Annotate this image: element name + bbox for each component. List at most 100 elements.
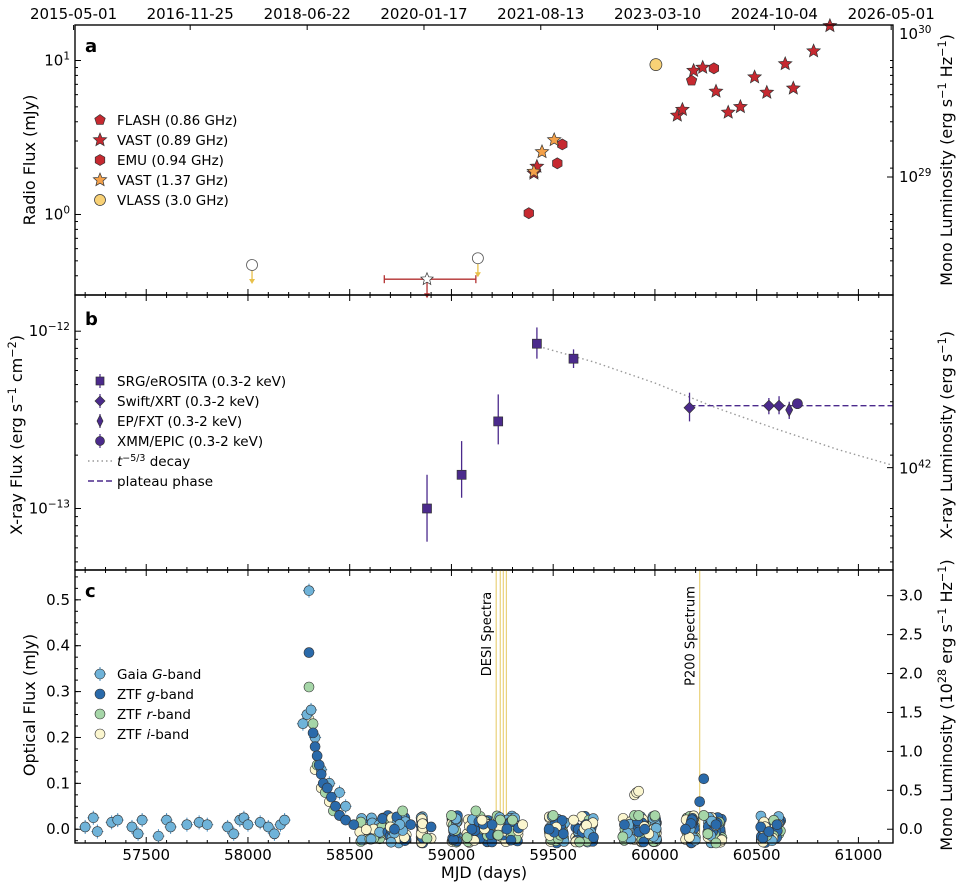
legend-label: VLASS (3.0 GHz)	[117, 193, 229, 209]
radio-point	[552, 157, 563, 170]
optical-point	[303, 647, 315, 658]
optical-cluster-point	[365, 833, 377, 845]
optical-point	[507, 814, 518, 826]
legend-marker	[94, 708, 106, 720]
upper-limit-arrowhead	[249, 278, 256, 284]
panel-b-right-label: X-ray Luminosity (erg s−1)	[936, 331, 957, 539]
radio-point	[806, 43, 822, 58]
right-tick-label: 2.5	[899, 626, 923, 644]
y-tick-label: 0.2	[46, 728, 70, 746]
optical-point	[397, 805, 408, 817]
optical-point	[694, 796, 705, 808]
panel-c-y-label: Optical Flux (mJy)	[20, 634, 39, 776]
y-tick-label: 0.4	[46, 637, 70, 655]
right-tick-label: 1042	[899, 459, 931, 478]
legend-marker	[94, 194, 106, 206]
optical-point	[425, 821, 437, 833]
optical-point	[307, 718, 319, 730]
x-axis-label: MJD (days)	[441, 863, 527, 882]
right-tick-label: 0.0	[899, 820, 923, 838]
optical-point	[112, 814, 124, 826]
legend-label: Swift/XRT (0.3-2 keV)	[117, 394, 260, 410]
top-axis-tick-label: 2023-03-10	[614, 5, 701, 23]
radio-point	[695, 59, 711, 74]
legend-marker	[94, 395, 106, 407]
optical-point	[322, 782, 333, 794]
panel-c-letter: c	[85, 581, 96, 602]
y-tick-label: 101	[44, 50, 70, 69]
panel-b-y-label: X-ray Flux (erg s−1 cm−2)	[6, 335, 27, 535]
x-tick-label: 58500	[326, 846, 374, 864]
xray-point	[422, 503, 432, 514]
radio-point	[534, 143, 550, 159]
optical-point	[405, 819, 417, 830]
optical-point	[88, 812, 99, 824]
optical-point	[303, 681, 315, 693]
xray-point	[532, 338, 542, 349]
x-tick-label: 59000	[428, 846, 476, 864]
optical-point	[558, 828, 569, 840]
y-tick-label: 0.5	[46, 591, 70, 609]
legend-label: VAST (1.37 GHz)	[117, 173, 228, 189]
x-tick-label: 61000	[835, 846, 883, 864]
spectrum-annotation: P200 Spectrum	[684, 586, 699, 686]
optical-cluster-point	[448, 823, 459, 835]
optical-point	[334, 787, 345, 798]
legend-marker	[92, 132, 108, 147]
optical-cluster-point	[556, 815, 568, 826]
radio-point	[546, 131, 562, 147]
radio-point	[708, 62, 720, 75]
optical-point	[476, 814, 488, 826]
optical-point	[348, 819, 360, 830]
legend-label: FLASH (0.86 GHz)	[117, 113, 237, 129]
top-axis-tick-label: 2021-08-13	[497, 5, 584, 23]
optical-point	[311, 750, 323, 762]
optical-point	[165, 821, 176, 833]
optical-point	[313, 759, 325, 771]
optical-point	[228, 828, 240, 840]
top-axis-tick-label: 2024-10-04	[731, 5, 818, 23]
panel-c-right-label: Mono Luminosity (1028 erg s−1 Hz−1)	[936, 559, 957, 850]
radio-point	[557, 138, 568, 151]
legend-marker	[94, 728, 106, 740]
x-tick-label: 60500	[733, 846, 781, 864]
right-tick-label: 1.0	[899, 742, 923, 760]
radio-point	[785, 80, 801, 95]
optical-point	[446, 810, 457, 821]
legend-marker	[94, 114, 106, 125]
legend-label: t−5/3 decay	[117, 453, 190, 471]
optical-point	[633, 785, 644, 797]
optical-point	[309, 741, 321, 752]
spectrum-annotation: DESI Spectra	[480, 592, 495, 677]
optical-point	[279, 814, 290, 826]
optical-cluster-point	[385, 837, 397, 848]
optical-point	[269, 828, 280, 840]
legend-marker	[94, 688, 106, 700]
optical-point	[326, 791, 337, 803]
optical-point	[136, 814, 148, 826]
optical-point	[340, 814, 351, 826]
optical-point	[568, 814, 579, 826]
optical-point	[254, 817, 266, 828]
optical-cluster-point	[574, 836, 585, 848]
top-axis-tick-label: 2016-11-25	[147, 5, 234, 23]
legend-label: SRG/eROSITA (0.3-2 keV)	[117, 374, 286, 390]
optical-point	[153, 830, 164, 842]
legend-label: EP/FXT (0.3-2 keV)	[117, 414, 242, 430]
xray-point	[785, 402, 794, 418]
optical-point	[242, 819, 254, 830]
optical-point	[680, 823, 691, 835]
optical-point	[698, 773, 710, 785]
legend-label: Gaia G-band	[117, 667, 201, 683]
legend-label: VAST (0.89 GHz)	[117, 133, 228, 149]
panel-a-y-label: Radio Flux (mJy)	[20, 95, 39, 226]
optical-point	[619, 819, 630, 830]
panel-a-right-label: Mono Luminosity (erg s−1 Hz−1)	[936, 34, 957, 286]
optical-point	[486, 819, 498, 830]
top-axis-tick-label: 2020-01-17	[380, 5, 467, 23]
upper-limit-arrowhead	[474, 272, 481, 278]
radio-point	[747, 69, 763, 84]
optical-cluster-point	[588, 832, 599, 843]
optical-point	[126, 821, 138, 833]
